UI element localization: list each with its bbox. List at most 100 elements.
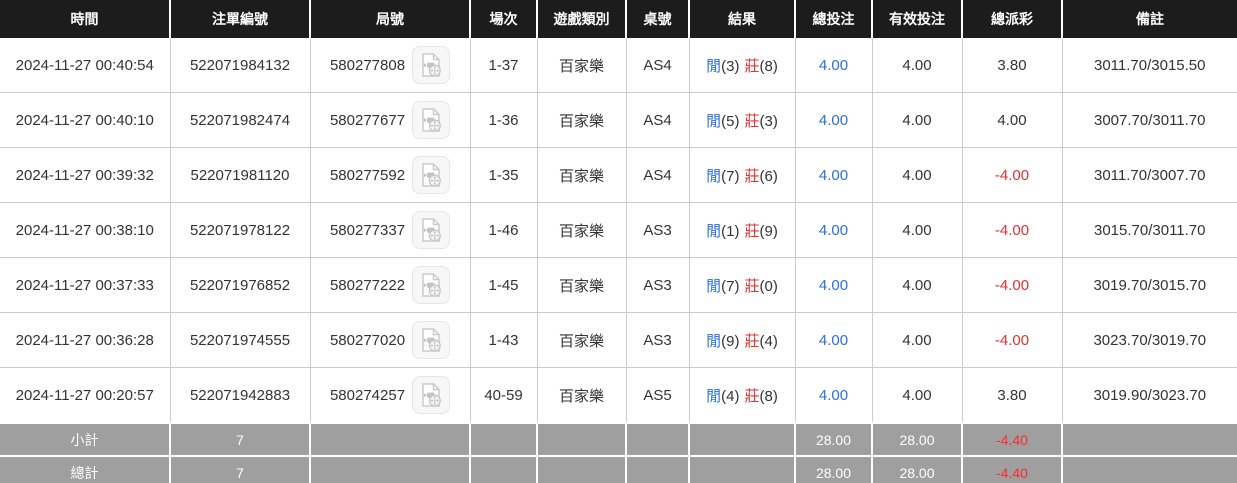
bet-id-cell: 522071981120 (169, 147, 311, 203)
video-replay-button[interactable] (412, 156, 451, 194)
valid-bet-cell: 4.00 (871, 312, 963, 368)
grand-total-payout: -4.40 (961, 455, 1062, 483)
player-label: 閒 (706, 222, 722, 240)
player-result: 閒(7) (706, 168, 739, 185)
grand-total-empty-table (625, 455, 689, 483)
remark-cell: 3023.70/3019.70 (1061, 312, 1237, 368)
video-file-icon (422, 108, 441, 132)
subtotal-count: 7 (169, 422, 310, 456)
video-replay-button[interactable] (412, 211, 451, 249)
remark-cell: 3007.70/3011.70 (1061, 92, 1237, 148)
banker-result: 莊(3) (745, 113, 778, 130)
time-cell: 2024-11-27 00:20:57 (0, 367, 171, 424)
game-type-cell: 百家樂 (536, 202, 627, 258)
grand-total-label: 總計 (0, 455, 170, 483)
table-row: 2024-11-27 00:40:54 522071984132 5802778… (0, 38, 1237, 93)
grand-total-count: 7 (169, 455, 310, 483)
session-cell: 1-36 (469, 92, 538, 148)
table-row: 2024-11-27 00:40:10 522071982474 5802776… (0, 92, 1237, 148)
player-label: 閒 (706, 112, 722, 130)
total-bet-cell: 4.00 (794, 202, 873, 258)
table-row: 2024-11-27 00:38:10 522071978122 5802773… (0, 202, 1237, 258)
player-result: 閒(7) (706, 278, 739, 295)
col-header-round-id: 局號 (309, 0, 470, 38)
player-score: (4) (721, 387, 740, 405)
round-id-value: 580277592 (329, 166, 406, 184)
player-score: (7) (721, 167, 740, 185)
col-header-time: 時間 (0, 0, 170, 38)
col-header-total-bet: 總投注 (794, 0, 872, 38)
subtotal-row: 小計 7 28.00 28.00 -4.40 (0, 422, 1237, 456)
subtotal-label: 小計 (0, 422, 170, 456)
valid-bet-cell: 4.00 (871, 38, 963, 93)
player-label: 閒 (706, 387, 722, 405)
result-cell: 閒(5) 莊(3) (688, 92, 796, 148)
video-replay-button[interactable] (412, 266, 451, 304)
total-bet-cell: 4.00 (794, 147, 873, 203)
session-cell: 1-46 (469, 202, 538, 258)
video-replay-button[interactable] (412, 321, 451, 359)
col-header-payout: 總派彩 (961, 0, 1062, 38)
bet-id-cell: 522071982474 (169, 92, 311, 148)
video-replay-button[interactable] (412, 46, 451, 84)
player-result: 閒(3) (706, 58, 739, 75)
game-type-cell: 百家樂 (536, 312, 627, 368)
video-file-icon (422, 383, 441, 407)
time-cell: 2024-11-27 00:39:32 (0, 147, 171, 203)
banker-label: 莊 (744, 277, 760, 295)
game-type-cell: 百家樂 (536, 257, 627, 313)
banker-label: 莊 (744, 57, 760, 75)
valid-bet-cell: 4.00 (871, 367, 963, 424)
grand-total-empty-game (536, 455, 626, 483)
total-bet-cell: 4.00 (794, 38, 873, 93)
result-cell: 閒(3) 莊(8) (688, 38, 796, 93)
table-no-cell: AS5 (625, 367, 690, 424)
subtotal-empty-game (536, 422, 626, 456)
round-id-value: 580277020 (329, 331, 406, 349)
payout-cell: -4.00 (961, 312, 1063, 368)
remark-cell: 3015.70/3011.70 (1061, 202, 1237, 258)
total-bet-cell: 4.00 (794, 367, 873, 424)
bet-id-cell: 522071942883 (169, 367, 311, 424)
time-cell: 2024-11-27 00:40:10 (0, 92, 171, 148)
round-id-cell: 580277020 (309, 312, 471, 368)
subtotal-valid-bet: 28.00 (871, 422, 962, 456)
banker-label: 莊 (744, 222, 760, 240)
player-score: (7) (721, 277, 740, 295)
col-header-bet-id: 注單編號 (169, 0, 310, 38)
table-row: 2024-11-27 00:20:57 522071942883 5802742… (0, 367, 1237, 424)
result-cell: 閒(1) 莊(9) (688, 202, 796, 258)
table-footer: 小計 7 28.00 28.00 -4.40 總計 7 28. (0, 422, 1237, 483)
session-cell: 1-37 (469, 38, 538, 93)
video-file-icon (422, 328, 441, 352)
valid-bet-cell: 4.00 (871, 257, 963, 313)
col-header-valid-bet: 有效投注 (871, 0, 962, 38)
bet-id-cell: 522071976852 (169, 257, 311, 313)
grand-total-valid-bet: 28.00 (871, 455, 962, 483)
banker-score: (9) (759, 222, 778, 240)
banker-label: 莊 (744, 387, 760, 405)
video-file-icon (422, 273, 441, 297)
result-cell: 閒(9) 莊(4) (688, 312, 796, 368)
table-row: 2024-11-27 00:39:32 522071981120 5802775… (0, 147, 1237, 203)
table-body: 2024-11-27 00:40:54 522071984132 5802778… (0, 38, 1237, 424)
table-row: 2024-11-27 00:37:33 522071976852 5802772… (0, 257, 1237, 313)
banker-score: (0) (759, 277, 778, 295)
time-cell: 2024-11-27 00:37:33 (0, 257, 171, 313)
game-type-cell: 百家樂 (536, 147, 627, 203)
banker-score: (6) (759, 167, 778, 185)
banker-score: (4) (759, 332, 778, 350)
col-header-table-no: 桌號 (625, 0, 689, 38)
game-type-cell: 百家樂 (536, 92, 627, 148)
time-cell: 2024-11-27 00:36:28 (0, 312, 171, 368)
player-score: (3) (721, 57, 740, 75)
session-cell: 1-45 (469, 257, 538, 313)
banker-score: (8) (759, 387, 778, 405)
payout-cell: -4.00 (961, 202, 1063, 258)
video-replay-button[interactable] (412, 101, 451, 139)
video-replay-button[interactable] (412, 376, 451, 414)
banker-result: 莊(4) (745, 333, 778, 350)
remark-cell: 3019.90/3023.70 (1061, 367, 1237, 424)
session-cell: 40-59 (469, 367, 538, 424)
